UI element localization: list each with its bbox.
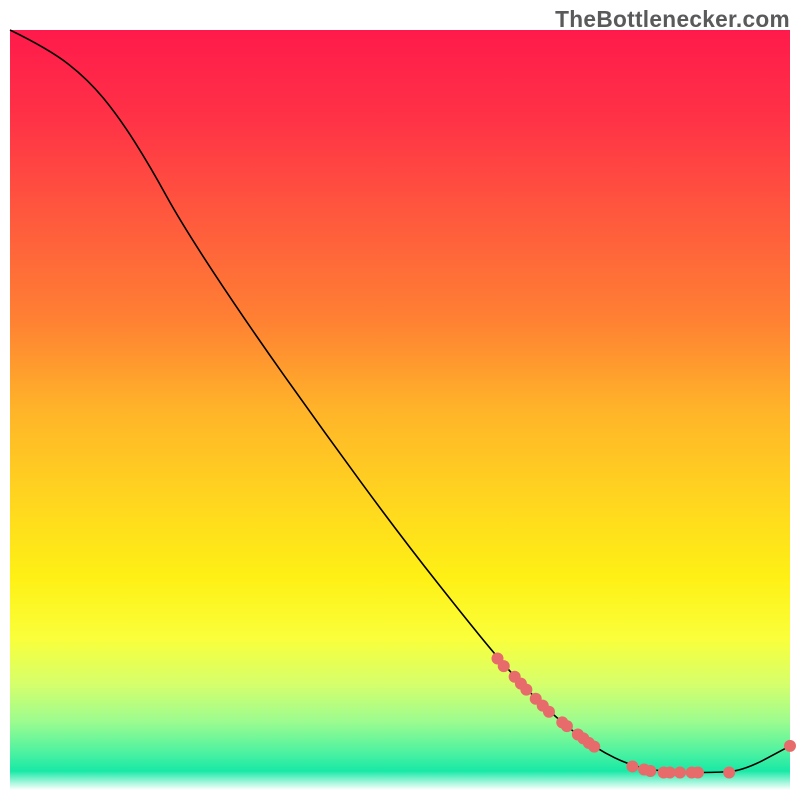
data-marker xyxy=(784,740,796,752)
data-marker xyxy=(543,706,555,718)
data-marker xyxy=(561,720,573,732)
chart-stage: TheBottlenecker.com xyxy=(0,0,800,800)
data-marker xyxy=(498,660,510,672)
data-marker xyxy=(674,767,686,779)
gradient-background xyxy=(10,30,790,790)
data-marker xyxy=(723,767,735,779)
bottleneck-chart xyxy=(0,0,800,800)
data-marker xyxy=(520,684,532,696)
data-marker xyxy=(588,741,600,753)
data-marker xyxy=(626,760,638,772)
data-marker xyxy=(692,767,704,779)
data-marker xyxy=(644,765,656,777)
